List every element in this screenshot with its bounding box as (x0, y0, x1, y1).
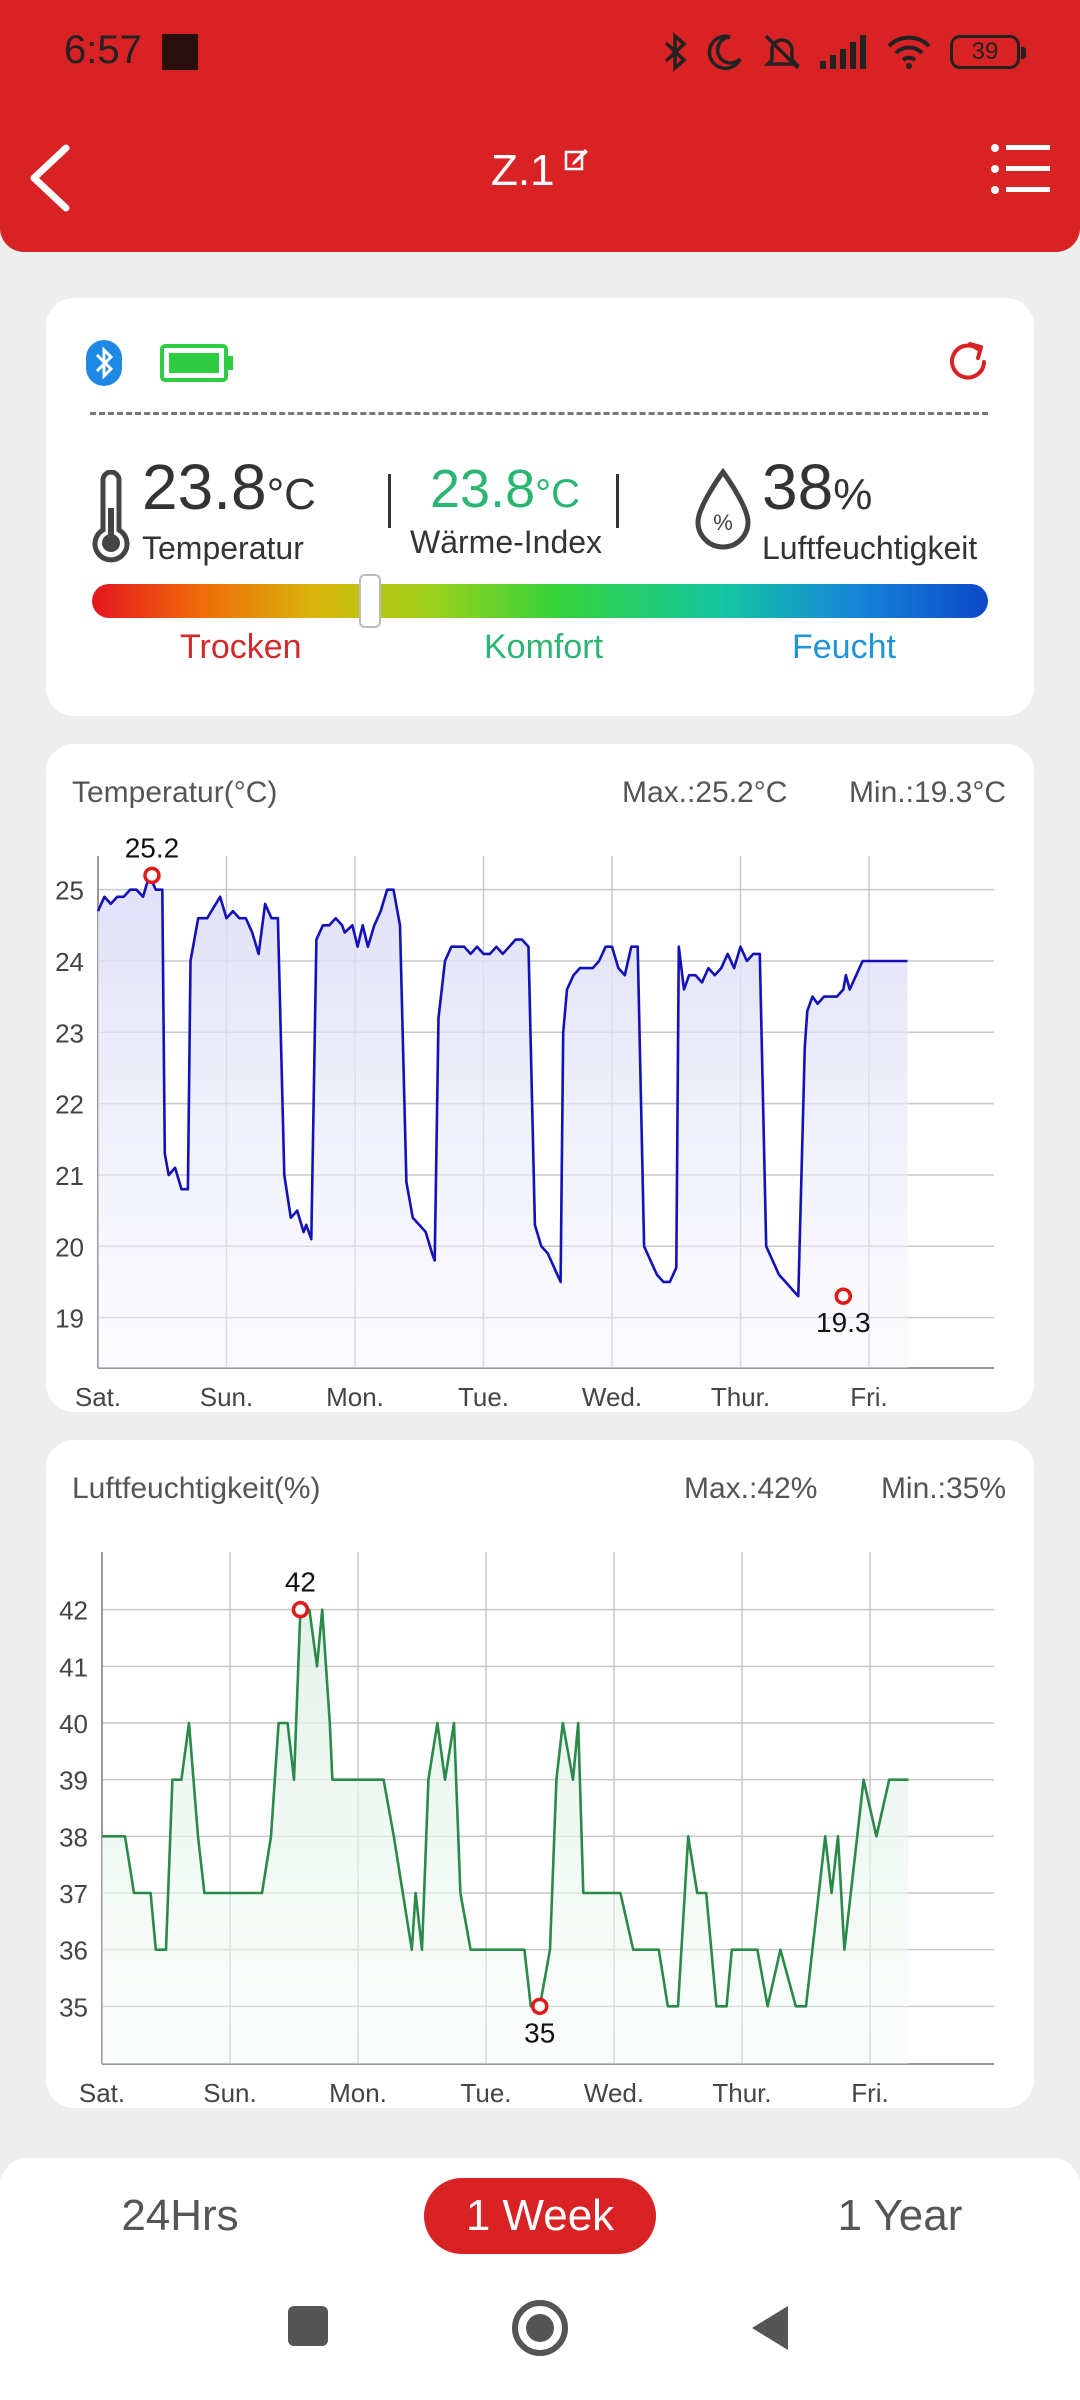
series-area (98, 875, 908, 1368)
y-tick-label: 21 (55, 1161, 84, 1191)
battery-status-icon: 39 (950, 35, 1026, 69)
humidity-value: 38% (762, 451, 873, 523)
y-tick-label: 38 (59, 1822, 88, 1852)
zone-dry-label: Trocken (180, 628, 302, 666)
min-label: 19.3 (816, 1307, 871, 1338)
app-header: 6:57 39 Z.1 (0, 0, 1080, 252)
x-tick-label: Tue. (460, 2078, 511, 2108)
x-tick-label: Mon. (329, 2078, 387, 2108)
moon-icon (707, 34, 742, 71)
x-tick-label: Fri. (850, 1382, 888, 1412)
temperature-chart-card: Temperatur(°C) Max.:25.2°C Min.:19.3°C 1… (46, 744, 1034, 1412)
y-tick-label: 24 (55, 947, 84, 977)
max-label: 25.2 (125, 832, 180, 863)
humidity-min: Min.:35% (880, 1472, 1006, 1505)
x-tick-label: Thur. (712, 2078, 771, 2108)
x-tick-label: Tue. (458, 1382, 509, 1412)
humidity-chart-card: Luftfeuchtigkeit(%) Max.:42% Min.:35% 35… (46, 1440, 1034, 2108)
x-tick-label: Thur. (711, 1382, 770, 1412)
max-marker (291, 1600, 310, 1619)
title-wrap: Z.1 (0, 146, 1080, 196)
heat-index-label: Wärme-Index (410, 524, 603, 560)
zone-comfort-label: Komfort (484, 628, 604, 666)
menu-button[interactable] (990, 142, 1052, 196)
separator (388, 474, 391, 528)
y-tick-label: 36 (59, 1936, 88, 1966)
series-line (96, 874, 908, 1298)
x-tick-label: Sat. (75, 1382, 121, 1412)
y-tick-label: 23 (55, 1018, 84, 1048)
recents-nav-icon[interactable] (286, 2304, 330, 2348)
humidity-chart-title: Luftfeuchtigkeit(%) (72, 1472, 321, 1505)
divider (90, 412, 988, 415)
svg-text:%: % (713, 510, 733, 535)
range-tab-bar: 24Hrs 1 Week 1 Year (0, 2158, 1080, 2400)
humidity-label: Luftfeuchtigkeit (762, 530, 978, 566)
min-label: 35 (524, 2017, 555, 2048)
signal-icon (820, 35, 866, 69)
y-tick-label: 37 (59, 1879, 88, 1909)
max-label: 42 (285, 1567, 316, 1598)
edit-icon[interactable] (563, 146, 589, 172)
zone-wet-label: Feucht (792, 628, 896, 666)
current-readings-card: 23.8°C Temperatur 23.8°C Wärme-Index % 3… (46, 298, 1034, 716)
comfort-indicator (358, 574, 381, 628)
refresh-icon[interactable] (944, 338, 992, 386)
min-marker (531, 1997, 549, 2016)
min-marker (834, 1287, 853, 1305)
y-tick-label: 39 (59, 1766, 88, 1796)
back-nav-icon[interactable] (748, 2304, 792, 2352)
x-tick-label: Sun. (203, 2078, 257, 2108)
notification-icon (162, 34, 198, 70)
series-line (102, 1608, 909, 2008)
max-marker (143, 866, 161, 885)
x-tick-label: Fri. (851, 2078, 889, 2108)
temperature-chart[interactable]: 19 20 21 22 23 24 25 Sat. Sun. Mon. Tue. Wed. Thur. F… (46, 744, 1034, 1412)
x-tick-label: Wed. (582, 1382, 642, 1412)
humidity-chart[interactable]: 35 36 37 38 39 40 41 42 Sat. Sun. Mon. Tue. Wed. Thur… (46, 1440, 1034, 2108)
y-tick-label: 22 (55, 1090, 84, 1120)
home-nav-icon[interactable] (510, 2298, 570, 2358)
back-button[interactable] (22, 140, 78, 216)
temperature-min: Min.:19.3°C (848, 776, 1006, 809)
bluetooth-status-icon (664, 32, 687, 72)
temperature-chart-title: Temperatur(°C) (72, 776, 278, 809)
y-tick-label: 25 (55, 876, 84, 906)
x-tick-label: Wed. (584, 2078, 644, 2108)
x-tick-label: Mon. (326, 1382, 384, 1412)
y-tick-label: 40 (59, 1709, 88, 1739)
tab-1-year[interactable]: 1 Year (837, 2191, 963, 2240)
series-area (102, 1609, 909, 2064)
comfort-gradient-bar (92, 584, 988, 618)
status-icons: 39 (662, 24, 1026, 80)
humidity-max: Max.:42% (684, 1472, 818, 1505)
tab-1-week[interactable]: 1 Week (424, 2178, 656, 2254)
device-title[interactable]: Z.1 (490, 146, 555, 195)
temperature-value: 23.8°C (142, 451, 316, 523)
x-tick-label: Sun. (200, 1382, 254, 1412)
tab-24hrs[interactable]: 24Hrs (121, 2191, 239, 2240)
temperature-max: Max.:25.2°C (622, 776, 788, 809)
mute-icon (763, 34, 801, 70)
y-tick-label: 42 (59, 1596, 88, 1626)
status-time: 6:57 (64, 28, 142, 72)
device-battery-icon (160, 344, 233, 382)
y-tick-label: 35 (59, 1992, 88, 2022)
heat-index-value: 23.8°C (430, 459, 580, 519)
separator (616, 474, 619, 528)
wifi-icon (887, 35, 931, 69)
temperature-label: Temperatur (142, 530, 304, 566)
humidity-drop-icon: % (695, 468, 751, 550)
y-tick-label: 41 (59, 1652, 88, 1682)
thermometer-icon (92, 470, 130, 563)
bluetooth-icon (86, 340, 122, 386)
y-tick-label: 19 (55, 1304, 84, 1334)
y-tick-label: 20 (55, 1232, 84, 1262)
x-tick-label: Sat. (79, 2078, 125, 2108)
